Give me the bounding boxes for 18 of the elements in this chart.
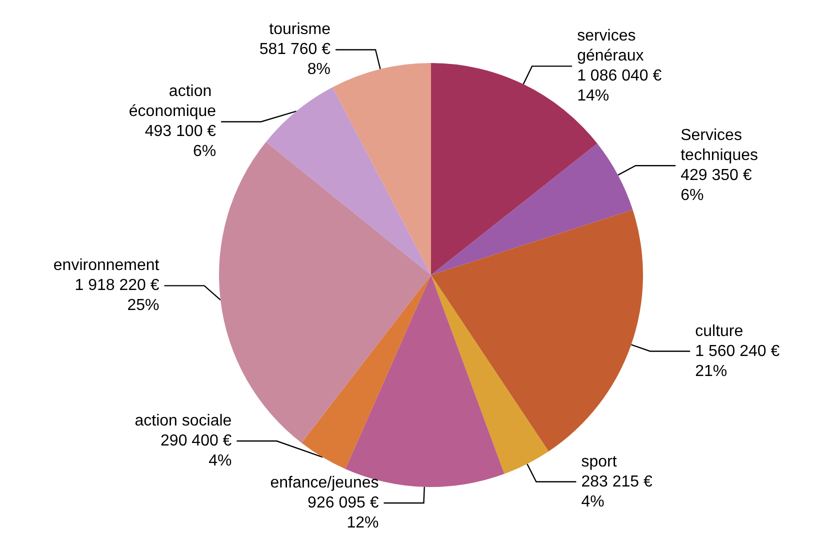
data-label: 429 350 € 6% bbox=[680, 167, 752, 204]
data-label: 926 095 € 12% bbox=[308, 494, 379, 532]
slice-label: tourisme bbox=[269, 21, 331, 38]
slice-label: action sociale bbox=[134, 412, 232, 430]
data-label: 1 086 040 € 14% bbox=[577, 68, 662, 105]
data-label: 283 215 € 4% bbox=[581, 473, 652, 510]
data-label: 1 560 240 € 21% bbox=[695, 342, 780, 380]
data-label: 290 400 € 4% bbox=[160, 432, 232, 470]
slice-label: culture bbox=[695, 322, 744, 340]
data-label: 1 918 220 € 25% bbox=[74, 277, 160, 314]
slice-label: Services techniques bbox=[680, 127, 758, 164]
slice-label: action économique bbox=[128, 83, 216, 120]
data-label: 581 760 € 8% bbox=[259, 41, 331, 78]
data-label: 493 100 € 6% bbox=[144, 123, 216, 160]
slice-label: sport bbox=[581, 453, 618, 470]
slice-label: enfance/jeunes bbox=[270, 474, 379, 492]
slice-label: environnement bbox=[53, 257, 160, 274]
slice-label: services généraux bbox=[577, 28, 644, 65]
